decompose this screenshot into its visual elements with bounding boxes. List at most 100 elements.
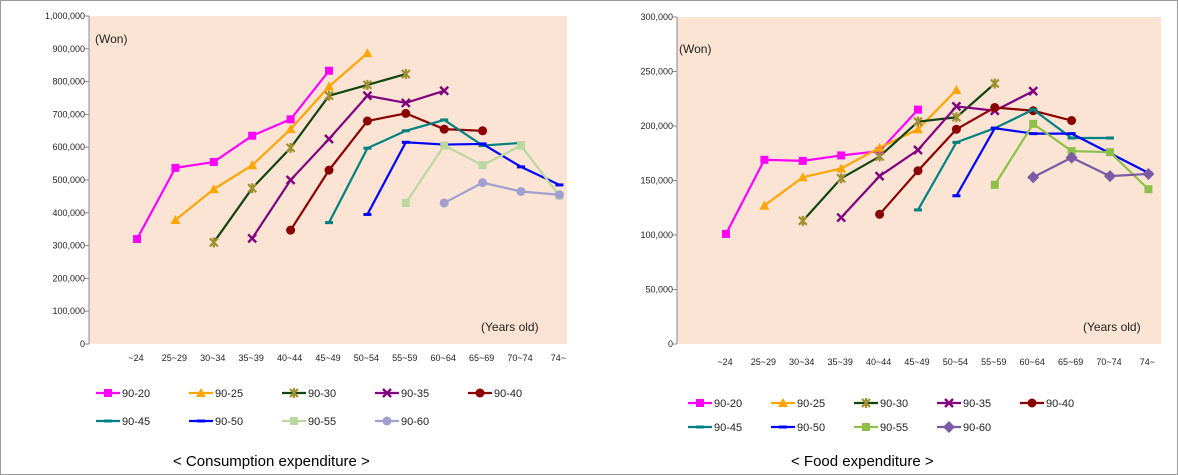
y-tick-label: 400,000 (52, 208, 85, 218)
data-point (363, 146, 372, 150)
data-point (914, 208, 922, 212)
data-point (836, 212, 847, 223)
legend-item: 90-40 (1020, 398, 1074, 410)
legend-item: 90-30 (282, 388, 336, 400)
x-tick-label: 50~54 (354, 353, 379, 363)
data-point (209, 237, 219, 248)
legend-item: 90-55 (282, 416, 336, 428)
x-tick-label: ~24 (717, 357, 732, 367)
y-tick-label: 700,000 (52, 109, 85, 119)
series-90-30 (209, 69, 411, 248)
legend-label: 90-50 (215, 416, 243, 428)
unit-label: (Won) (95, 32, 127, 46)
data-point (913, 166, 923, 176)
consumption-caption: < Consumption expenditure > (173, 453, 370, 470)
unit-label: (Won) (679, 42, 711, 56)
data-point (951, 112, 962, 123)
data-point (952, 140, 961, 144)
series-line (763, 89, 958, 207)
data-point (248, 131, 257, 140)
series-line (801, 82, 996, 222)
data-point (990, 180, 999, 189)
legend-item: 90-35 (375, 388, 429, 400)
data-point (836, 163, 847, 173)
data-point (914, 105, 922, 114)
legend-item: 90-30 (854, 398, 908, 410)
data-point (1067, 136, 1076, 140)
legend-marker (382, 388, 392, 398)
data-point (1067, 147, 1076, 156)
legend-item: 90-45 (96, 416, 150, 428)
data-point (478, 161, 487, 170)
x-tick-label: 60~64 (1020, 357, 1045, 367)
series-line (174, 52, 369, 221)
series-90-30 (798, 78, 1000, 226)
data-point (362, 90, 373, 101)
legend-marker (696, 425, 704, 429)
x-tick-label: 65~69 (469, 353, 494, 363)
data-point (363, 212, 372, 216)
data-point (401, 140, 410, 144)
series-90-40 (286, 108, 488, 235)
data-point (171, 163, 180, 172)
data-point (990, 78, 1000, 89)
data-point (1144, 185, 1153, 194)
data-point (555, 183, 564, 187)
data-point (517, 141, 525, 150)
series-90-35 (247, 85, 450, 244)
legend-label: 90-45 (714, 422, 742, 434)
series-90-25 (759, 85, 962, 210)
x-axis-label: (Years old) (481, 320, 539, 334)
legend-label: 90-45 (122, 416, 150, 428)
data-point (875, 209, 885, 219)
data-point (798, 156, 807, 165)
data-point (439, 124, 449, 134)
legend-label: 90-50 (797, 422, 825, 434)
x-tick-label: 40~44 (866, 357, 891, 367)
legend-item: 90-60 (937, 421, 991, 434)
series-line (443, 181, 560, 204)
x-tick-label: 70~74 (507, 353, 532, 363)
x-tick-label: 35~39 (828, 357, 853, 367)
data-point (1067, 132, 1076, 136)
consumption-expenditure-chart: 0 100,000 200,000 300,000 400,000 500,000 600,… (45, 11, 567, 428)
legend-item: 90-50 (189, 416, 243, 428)
data-point (208, 184, 219, 194)
series-90-55 (990, 119, 1153, 194)
data-point (285, 142, 296, 153)
y-tick-label: 1,000,000 (45, 11, 85, 21)
legend-label: 90-30 (308, 388, 336, 400)
x-tick-label: 74~ (551, 353, 566, 363)
y-tick-label: 200,000 (52, 273, 85, 283)
data-point (874, 142, 885, 152)
data-point (478, 142, 487, 146)
legend-marker (696, 399, 704, 407)
data-point (1104, 170, 1116, 183)
data-point (325, 221, 333, 225)
data-point (478, 126, 488, 136)
data-point (324, 134, 334, 144)
data-point (362, 48, 373, 58)
x-tick-label: 25~29 (751, 357, 776, 367)
legend-label: 90-35 (963, 398, 991, 410)
data-point (401, 69, 411, 80)
data-point (286, 225, 296, 235)
data-point (913, 124, 923, 134)
data-point (362, 79, 373, 90)
data-point (439, 85, 450, 96)
series-line (1032, 156, 1149, 179)
y-tick-label: 600,000 (52, 142, 85, 152)
x-tick-label: ~24 (128, 353, 143, 363)
data-point (1142, 167, 1155, 180)
data-point (324, 165, 334, 175)
data-point (760, 155, 769, 164)
data-point (285, 175, 296, 185)
data-point (554, 190, 564, 200)
series-line (328, 118, 522, 224)
data-point (1029, 119, 1038, 128)
legend-item: 90-20 (688, 398, 742, 410)
legend-marker (475, 388, 485, 398)
data-point (1106, 136, 1114, 140)
y-tick-label: 800,000 (52, 77, 85, 87)
y-tick-label: 0 (668, 339, 673, 349)
